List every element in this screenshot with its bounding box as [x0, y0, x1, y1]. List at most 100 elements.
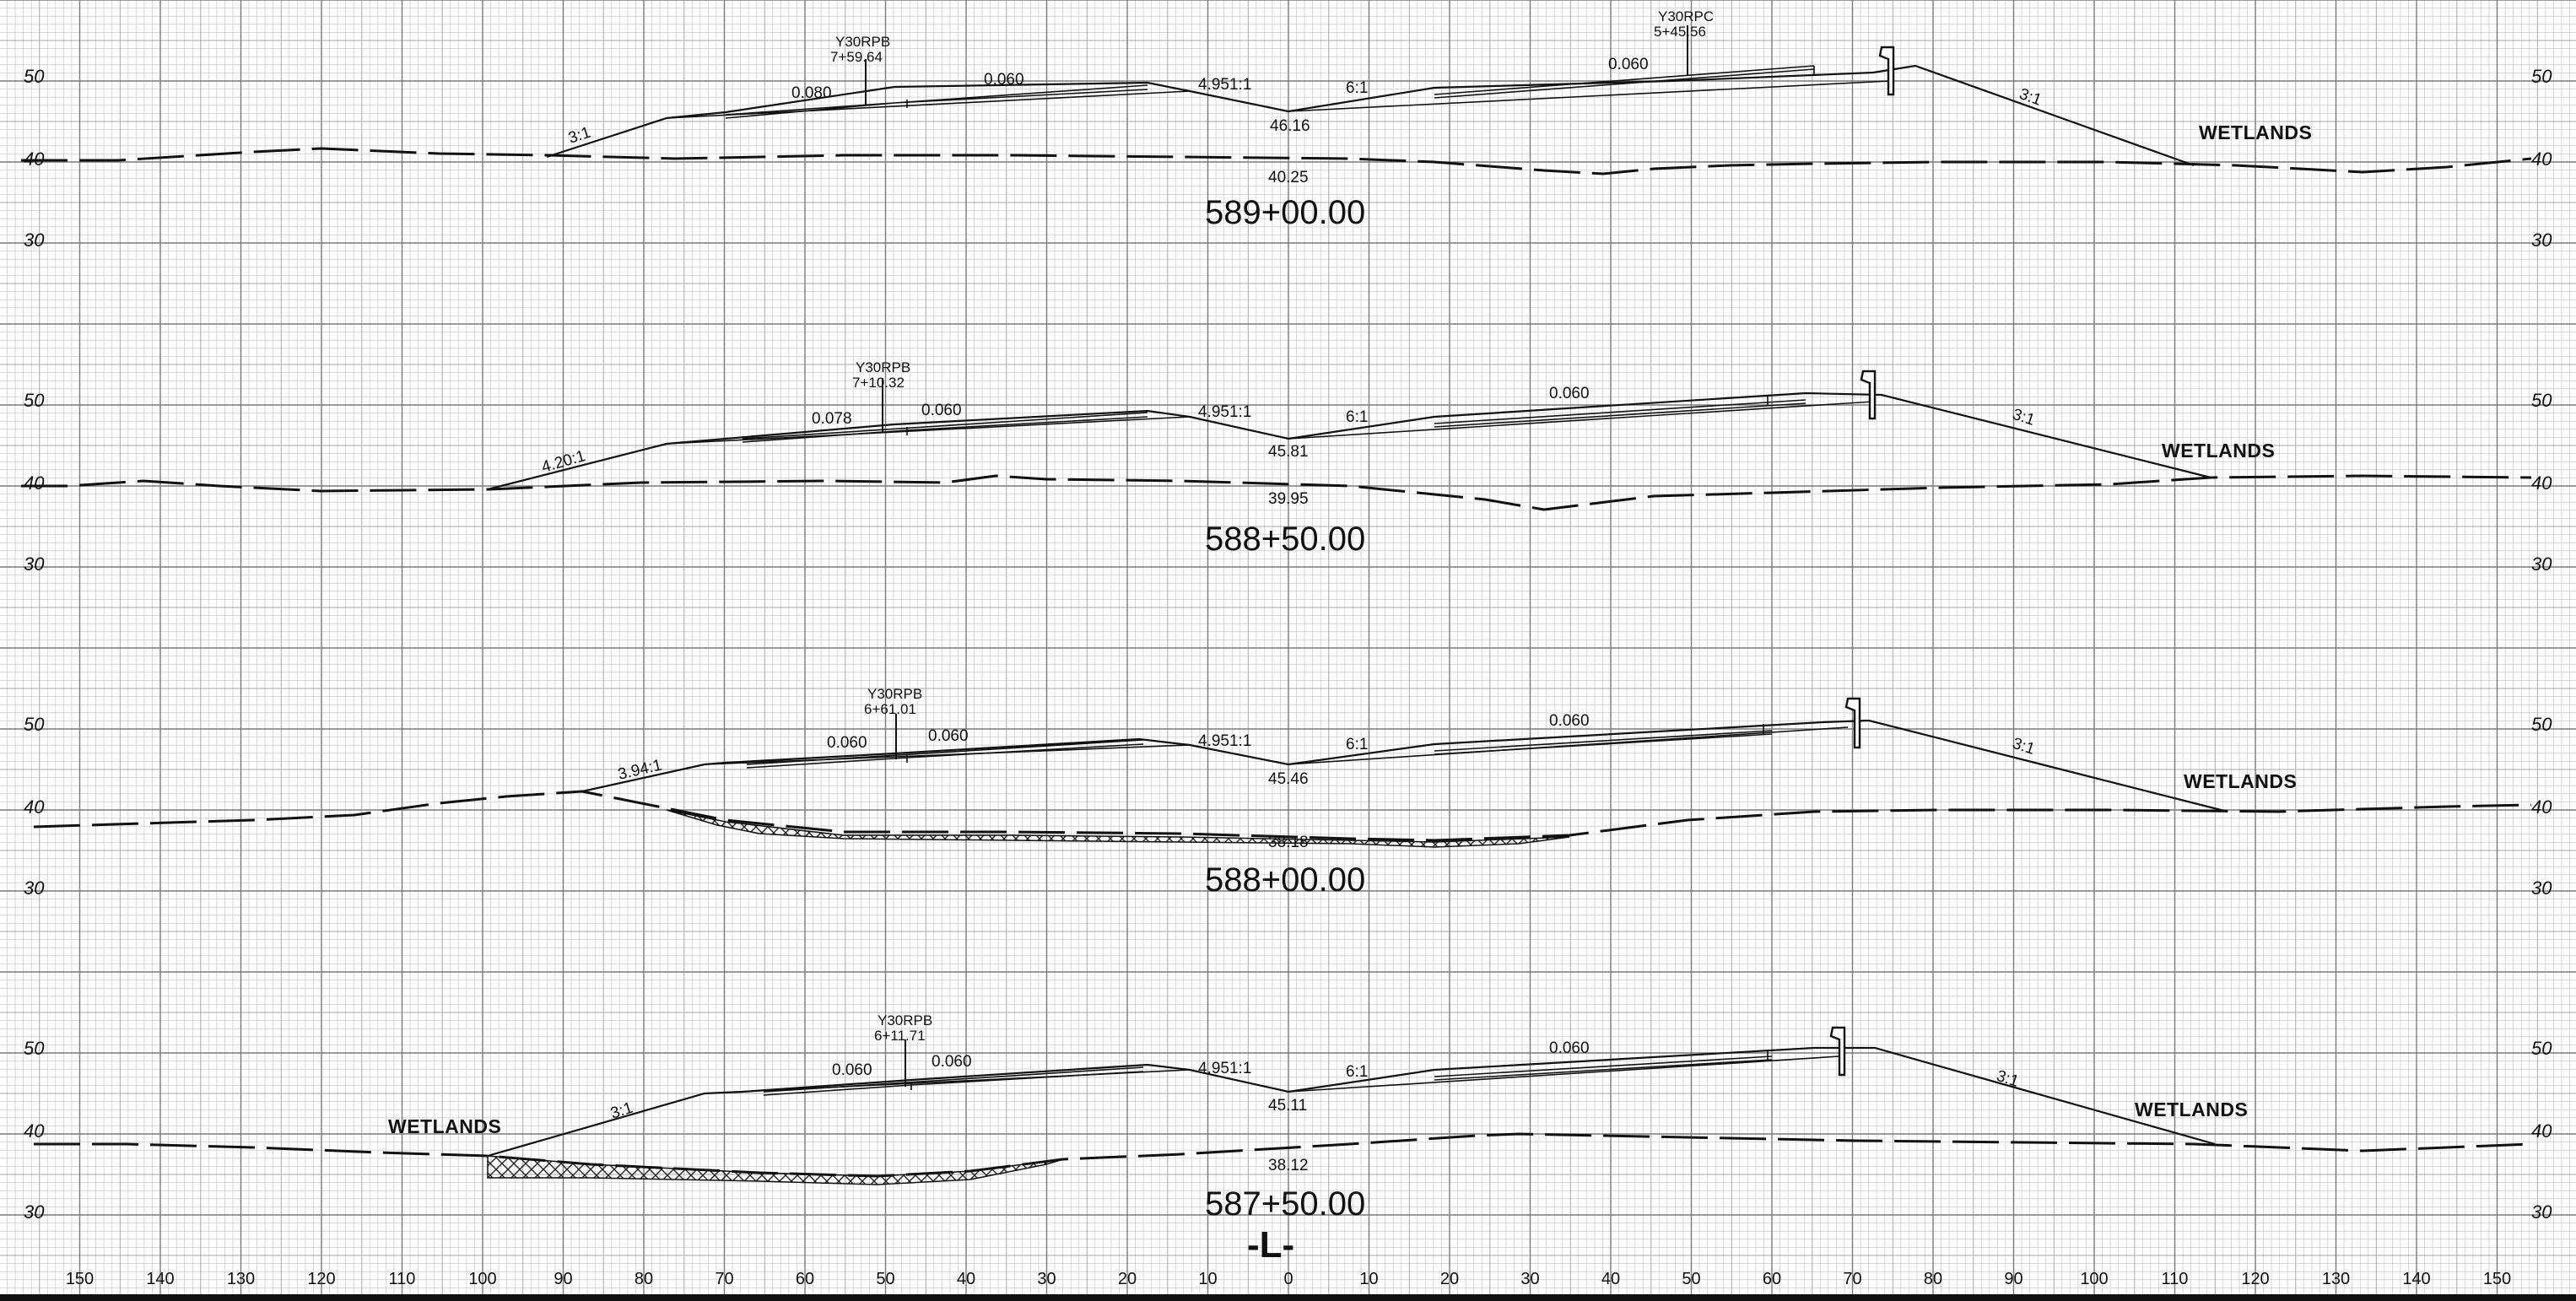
elev-label-30-left: 30: [24, 877, 45, 899]
elev-label-50-left: 50: [24, 714, 45, 735]
station-title: 587+50.00: [1205, 1185, 1365, 1223]
x-tick-label: 120: [307, 1270, 335, 1288]
station-title: 588+00.00: [1205, 861, 1365, 899]
elev-label-40-right: 40: [2531, 1120, 2552, 1142]
x-tick-label: 70: [715, 1270, 733, 1288]
cross-slope-label: 0.060: [1549, 712, 1590, 730]
cross-slope-label: 0.060: [1549, 385, 1590, 402]
centerline-label: -L-: [1247, 1224, 1294, 1266]
slope-rate-label: 4.951:1: [1198, 1060, 1251, 1077]
station-value-label: 6+11.71: [874, 1028, 926, 1044]
station-value-label: 5+45.56: [1654, 24, 1706, 40]
x-tick-label: 50: [876, 1270, 894, 1288]
station-name-label: Y30RPB: [856, 359, 910, 375]
x-tick-label: 50: [1682, 1270, 1700, 1288]
elev-label-50-left: 50: [24, 66, 45, 87]
elev-label-40-right: 40: [2531, 148, 2552, 170]
ground-elevation-label: 39.95: [1268, 490, 1309, 508]
slope-rate-label: 3.94:1: [616, 757, 663, 784]
elev-label-50-right: 50: [2531, 66, 2552, 87]
x-tick-label: 60: [796, 1270, 814, 1288]
curb-gutter: [1844, 697, 1861, 749]
elev-label-30-right: 30: [2531, 1201, 2552, 1223]
cross-slope-label: 0.060: [921, 402, 962, 419]
pavement-layers: [746, 724, 1773, 769]
grade-elevation-label: 45.46: [1268, 770, 1309, 788]
x-tick-label: 140: [2402, 1270, 2430, 1288]
wetlands-label: WETLANDS: [2184, 770, 2297, 792]
elev-label-50-left: 50: [24, 390, 45, 411]
station-name-label: Y30RPB: [878, 1012, 932, 1028]
ground-elevation-label: 38.18: [1268, 834, 1309, 851]
elev-label-50-right: 50: [2531, 714, 2552, 735]
station-value-label: 7+10.32: [852, 375, 905, 391]
x-tick-label: 30: [1520, 1270, 1539, 1288]
elev-label-30-left: 30: [24, 229, 45, 251]
slope-rate-label: 6:1: [1346, 736, 1368, 753]
x-tick-label: 0: [1283, 1270, 1293, 1288]
pavement-layers: [742, 395, 1806, 443]
elev-label-30-right: 30: [2531, 553, 2552, 575]
station-value-label: 7+59.64: [830, 49, 883, 65]
elev-label-40-left: 40: [24, 1120, 45, 1142]
x-tick-label: 20: [1440, 1270, 1459, 1288]
elev-label-30-right: 30: [2531, 877, 2552, 899]
x-tick-label: 110: [2162, 1270, 2189, 1288]
elev-label-50-left: 50: [24, 1038, 45, 1059]
subgrade-line: [666, 401, 1874, 445]
subgrade-line: [666, 80, 1891, 119]
x-tick-label: 140: [146, 1270, 174, 1288]
existing-ground-line: [21, 474, 2532, 511]
slope-rate-label: 4.951:1: [1198, 732, 1251, 750]
x-tick-label: 10: [1198, 1270, 1217, 1288]
elev-label-50-right: 50: [2531, 390, 2552, 411]
x-tick-label: 150: [66, 1270, 94, 1288]
slope-rate-label: 6:1: [1346, 79, 1368, 97]
elev-label-30-right: 30: [2531, 229, 2552, 251]
offset-axis: 150 140 130 120 110 100 90 80 70 60 50 40 30 20 10 0 10 2…: [66, 1270, 2511, 1288]
grade-elevation-label: 45.81: [1268, 443, 1309, 461]
elev-label-40-right: 40: [2531, 472, 2552, 494]
cut-hatch-area: [666, 809, 1570, 848]
subgrade-line: [704, 726, 1849, 765]
cross-slope-label: 0.060: [932, 1053, 972, 1071]
x-tick-label: 150: [2483, 1270, 2511, 1288]
elev-label-50-right: 50: [2531, 1038, 2552, 1059]
x-tick-label: 30: [1037, 1270, 1056, 1288]
station-name-label: Y30RPB: [867, 686, 922, 702]
pavement-layers: [725, 65, 1815, 119]
curb-gutter: [1860, 370, 1877, 420]
x-tick-label: 80: [635, 1270, 653, 1288]
x-tick-label: 80: [1924, 1270, 1942, 1288]
existing-ground-line: [33, 790, 2532, 842]
x-tick-label: 90: [554, 1270, 572, 1288]
curb-gutter: [1878, 46, 1895, 96]
slope-rate-label: 4.951:1: [1198, 403, 1251, 421]
cross-section-588-00: 50 40 30 50 40 30 Y30RPB 6+61.01 3.94:1 …: [24, 686, 2552, 899]
grade-elevation-label: 46.16: [1270, 117, 1310, 135]
wetlands-label: WETLANDS: [388, 1115, 501, 1137]
x-tick-label: 100: [2080, 1270, 2108, 1288]
cross-slope-label: 0.060: [1608, 56, 1649, 73]
slope-rate-label: 4.951:1: [1198, 76, 1251, 94]
cross-slope-label: 0.060: [928, 727, 969, 745]
curb-gutter: [1829, 1026, 1846, 1077]
cross-section-587-50: 50 40 30 50 40 30 Y30RPB 6+11.71 3:1 0.0…: [24, 1012, 2552, 1223]
x-tick-label: 20: [1118, 1270, 1137, 1288]
existing-ground-line: [34, 1132, 2532, 1178]
x-tick-label: 110: [389, 1270, 416, 1288]
cross-slope-label: 0.080: [791, 84, 832, 102]
cross-slope-label: 0.060: [827, 734, 867, 752]
x-tick-label: 130: [227, 1270, 255, 1288]
slope-rate-label: 6:1: [1346, 408, 1368, 426]
station-title: 589+00.00: [1205, 194, 1365, 231]
cross-section-588-50: 50 40 30 50 40 30 Y30RPB 7+10.32 4.20:1 …: [21, 359, 2552, 575]
x-tick-label: 60: [1763, 1270, 1781, 1288]
x-tick-label: 120: [2241, 1270, 2269, 1288]
wetlands-label: WETLANDS: [2199, 121, 2312, 143]
slope-rate-label: 6:1: [1346, 1063, 1368, 1081]
slope-rate-label: 3:1: [608, 1099, 635, 1123]
wetlands-label: WETLANDS: [2162, 440, 2275, 462]
grade-elevation-label: 45.11: [1268, 1097, 1307, 1115]
